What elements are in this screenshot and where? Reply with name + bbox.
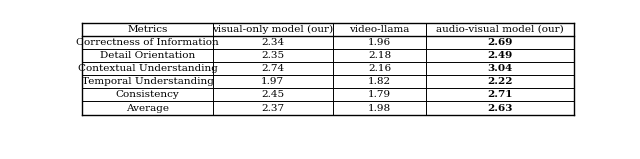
Text: 2.71: 2.71 xyxy=(487,90,513,99)
Text: 3.04: 3.04 xyxy=(487,64,513,73)
Text: Consistency: Consistency xyxy=(116,90,179,99)
Text: 1.79: 1.79 xyxy=(368,90,391,99)
Text: 2.18: 2.18 xyxy=(368,51,391,60)
Text: 1.82: 1.82 xyxy=(368,77,391,86)
Text: 2.69: 2.69 xyxy=(487,38,513,47)
Text: 2.35: 2.35 xyxy=(261,51,284,60)
Text: 2.22: 2.22 xyxy=(487,77,513,86)
Text: 2.16: 2.16 xyxy=(368,64,391,73)
Text: 1.98: 1.98 xyxy=(368,104,391,113)
Text: Contextual Understanding: Contextual Understanding xyxy=(77,64,218,73)
Text: Correctness of Information: Correctness of Information xyxy=(76,38,219,47)
Text: audio-visual model (our): audio-visual model (our) xyxy=(436,25,564,34)
Text: visual-only model (our): visual-only model (our) xyxy=(212,25,333,34)
Text: Temporal Understanding: Temporal Understanding xyxy=(82,77,214,86)
Text: 1.96: 1.96 xyxy=(368,38,391,47)
Text: 2.34: 2.34 xyxy=(261,38,284,47)
Text: video-llama: video-llama xyxy=(349,25,410,34)
Text: 1.97: 1.97 xyxy=(261,77,284,86)
Text: 2.63: 2.63 xyxy=(487,104,513,113)
Text: 2.37: 2.37 xyxy=(261,104,284,113)
Text: 2.74: 2.74 xyxy=(261,64,284,73)
Text: Metrics: Metrics xyxy=(127,25,168,34)
Text: Average: Average xyxy=(126,104,169,113)
Text: 2.49: 2.49 xyxy=(487,51,513,60)
Text: Detail Orientation: Detail Orientation xyxy=(100,51,195,60)
Text: 2.45: 2.45 xyxy=(261,90,284,99)
